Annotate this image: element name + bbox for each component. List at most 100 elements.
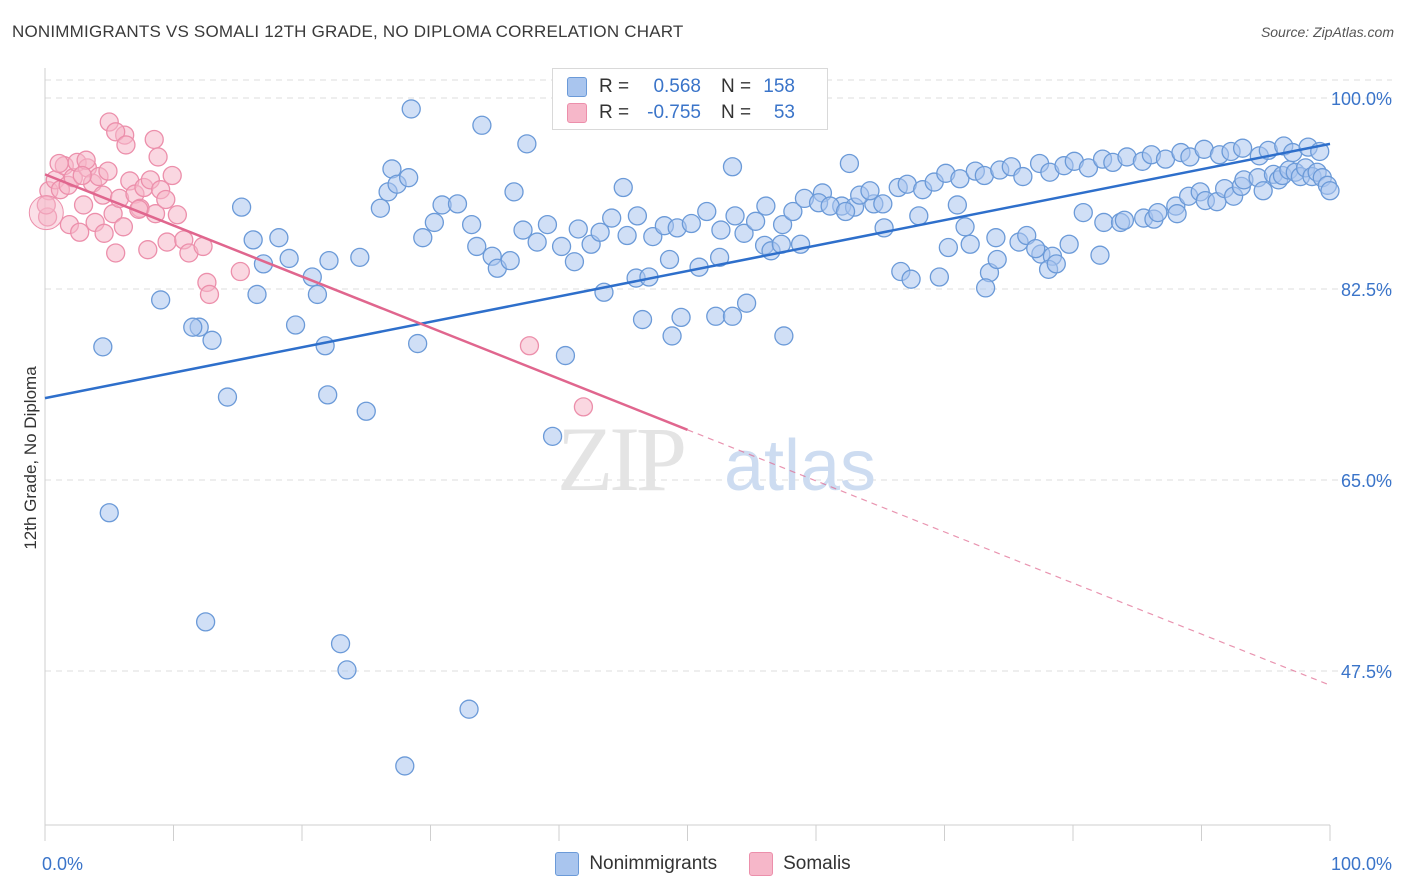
data-point [459,699,479,719]
bottom-legend: Nonimmigrants Somalis [0,852,1406,876]
r-value: -0.755 [647,102,701,123]
y-tick-label: 65.0% [1341,471,1392,491]
legend-swatch-blue [555,852,580,876]
data-point [138,240,158,260]
trend-lines [44,142,1331,686]
data-point [231,197,252,217]
data-point [602,208,622,228]
data-point [745,211,766,231]
data-point [319,250,339,271]
y-tick-label: 82.5% [1341,280,1392,300]
data-point [504,182,524,202]
data-point [424,212,445,233]
legend-label: Nonimmigrants [589,853,718,874]
data-point [116,135,136,155]
data-point [148,147,168,167]
data-point [835,201,856,222]
data-point [472,115,492,135]
x-tick-label: 0.0% [42,854,83,874]
data-point [1090,245,1110,265]
data-point [217,387,238,407]
data-point [1320,181,1340,201]
data-point [285,315,306,335]
data-point [564,252,585,272]
data-point [199,284,220,305]
data-point [662,326,682,346]
data-point [370,198,391,218]
n-label: N = [721,102,752,123]
data-point [413,228,433,248]
data-point [722,306,743,326]
data-point [1253,181,1273,201]
data-point [697,201,717,222]
r-label: R = [599,76,630,97]
data-point [756,196,776,216]
watermark: ZIP atlas [557,408,876,510]
data-point [519,336,540,356]
data-point [1026,238,1046,259]
data-point [1167,204,1187,224]
data-point [722,157,743,177]
data-point [1073,202,1093,223]
trend-line-somalis [44,173,688,431]
data-point [461,214,482,235]
data-point [73,195,94,215]
legend-item-somalis[interactable]: Somalis [749,852,851,876]
data-point [407,333,428,354]
data-point [1017,225,1037,246]
data-point [706,306,726,326]
data-point [156,189,176,210]
data-point [632,309,653,330]
data-point [681,213,702,234]
data-point [93,337,113,357]
data-point [960,234,980,254]
legend-swatch-pink [749,852,774,876]
data-point [709,247,730,267]
data-point [395,756,415,776]
tick-labels: 47.5% 65.0% 82.5% 100.0% 0.0% 100.0% [42,89,1392,874]
r-value: 0.568 [653,76,701,97]
data-point [99,503,119,523]
n-label: N = [721,76,752,97]
data-point [774,326,794,346]
data-point [573,397,594,417]
data-point [94,223,114,243]
data-point [106,243,126,263]
data-point [955,217,975,237]
data-point [909,206,929,226]
data-point [202,330,222,350]
r-label: R = [599,102,630,123]
data-point [500,250,520,271]
trend-line-somalis-extension [687,429,1331,686]
data-point [1059,234,1079,254]
data-point [734,223,754,243]
chart-title: NONIMMIGRANTS VS SOMALI 12TH GRADE, NO D… [12,22,684,41]
data-point [401,99,421,119]
data-point [230,261,250,282]
data-point [736,293,757,313]
data-point [513,220,533,240]
data-point [542,426,563,446]
data-point [590,222,610,242]
data-point [243,230,263,250]
data-point [150,290,171,310]
data-point [350,247,370,267]
data-point [527,232,547,252]
data-point [1013,166,1033,187]
data-point [772,214,793,235]
data-point [356,401,376,421]
data-point [70,222,90,242]
data-point [1148,202,1168,223]
data-point [725,206,745,226]
data-point [330,634,351,654]
legend-item-nonimmigrants[interactable]: Nonimmigrants [555,852,717,876]
data-point [157,232,177,252]
series-somalis [28,112,594,417]
n-value: 158 [763,76,795,97]
data-point [987,249,1007,270]
data-point [195,612,216,632]
stats-legend: R = 0.568 N = 158 R = -0.755 N = 53 [552,68,828,130]
data-point [447,194,468,214]
data-point [1114,210,1135,230]
